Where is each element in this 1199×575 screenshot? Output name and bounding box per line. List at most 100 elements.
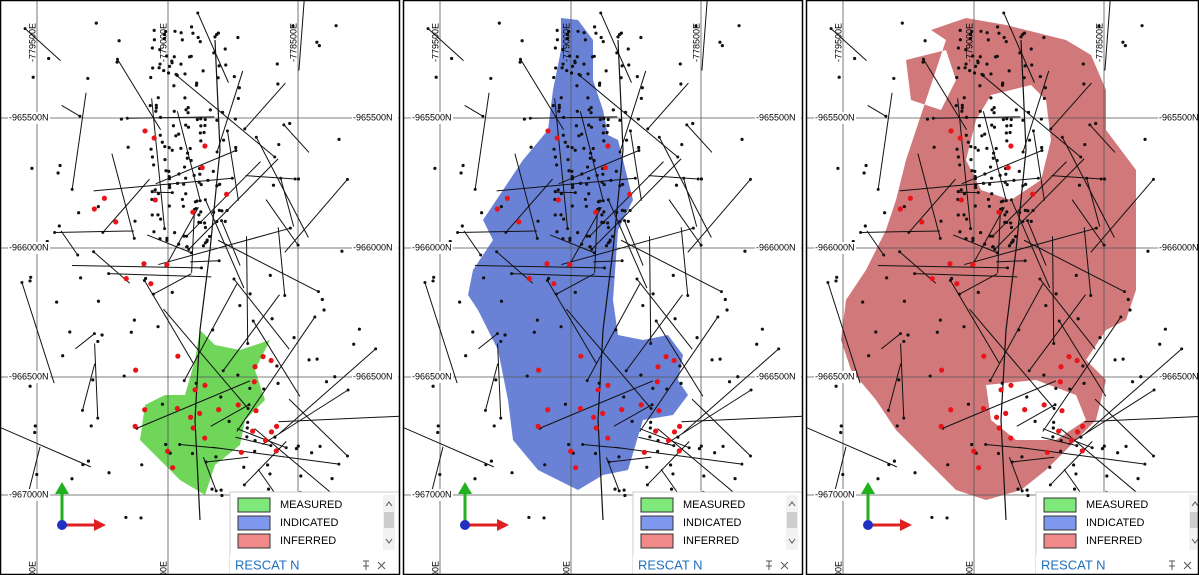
- collar: [489, 76, 493, 81]
- collar: [988, 182, 992, 186]
- collar: [863, 224, 867, 228]
- collar: [157, 66, 161, 70]
- sample-red: [1068, 437, 1075, 444]
- sample: [481, 114, 485, 118]
- collar: [216, 31, 221, 35]
- scroll-up[interactable]: [385, 501, 393, 507]
- pin-button[interactable]: [766, 560, 772, 570]
- collar: [170, 61, 174, 65]
- drill-trace: [1089, 124, 1116, 153]
- sample: [456, 230, 460, 234]
- drill-trace: [298, 0, 305, 71]
- collar: [237, 86, 241, 90]
- pin-button[interactable]: [1169, 560, 1175, 570]
- label-bg: [411, 371, 453, 383]
- collar: [205, 238, 209, 242]
- collar: [976, 148, 980, 152]
- collar: [718, 40, 722, 44]
- collar: [1009, 225, 1014, 230]
- collar: [497, 21, 501, 25]
- sample: [125, 116, 129, 120]
- northing-label: -966500N: [815, 371, 855, 381]
- sample: [499, 416, 503, 420]
- collar: [1025, 395, 1029, 399]
- collar: [576, 29, 580, 33]
- drill-trace: [153, 273, 192, 295]
- sample-red: [1008, 143, 1014, 149]
- drill-trace: [655, 320, 704, 397]
- drill-trace: [830, 28, 867, 62]
- collar: [133, 219, 137, 223]
- collar: [129, 330, 133, 334]
- axis-y-head: [458, 482, 472, 494]
- collar: [571, 185, 575, 190]
- collar: [574, 124, 579, 128]
- collar: [1026, 493, 1030, 498]
- collar: [431, 384, 435, 388]
- collar: [153, 188, 157, 192]
- collar: [179, 31, 183, 35]
- collar: [597, 381, 601, 385]
- drill-trace: [61, 105, 81, 117]
- legend-swatch: [640, 515, 674, 531]
- collar: [925, 117, 930, 121]
- collar: [167, 169, 171, 173]
- sample: [696, 177, 700, 181]
- collar: [972, 71, 977, 75]
- collar: [186, 106, 190, 110]
- sample-red: [1030, 191, 1036, 197]
- sample: [230, 176, 234, 180]
- drill-trace: [246, 236, 249, 344]
- collar: [960, 103, 964, 108]
- close-button[interactable]: [1183, 561, 1192, 570]
- drill-trace: [625, 294, 683, 371]
- collar: [234, 145, 238, 150]
- collar: [33, 424, 37, 428]
- collar: [565, 68, 569, 73]
- collar: [930, 515, 934, 520]
- drill-trace: [624, 220, 644, 266]
- viewport: -965500N -965500N -966000N -966000N -966500N…: [806, 0, 1199, 575]
- collar: [834, 384, 838, 388]
- sample-red: [174, 405, 180, 412]
- collar: [189, 25, 194, 29]
- drill-trace: [1041, 436, 1077, 447]
- pin-button[interactable]: [363, 560, 369, 570]
- close-button[interactable]: [377, 561, 386, 570]
- collar: [602, 117, 606, 121]
- sample: [646, 127, 650, 131]
- collar: [985, 62, 989, 66]
- collar: [1123, 44, 1127, 48]
- drill-trace: [1016, 404, 1056, 427]
- close-button[interactable]: [780, 561, 789, 570]
- scroll-down[interactable]: [788, 538, 796, 544]
- drill-trace: [278, 415, 400, 423]
- sample-red: [250, 428, 256, 434]
- scroll-up[interactable]: [1191, 501, 1199, 507]
- scroll-down[interactable]: [1191, 538, 1199, 544]
- collar: [499, 205, 503, 209]
- collar: [1021, 118, 1025, 122]
- sample-red: [238, 449, 244, 455]
- collar: [126, 145, 130, 149]
- collar: [262, 387, 266, 391]
- collar: [669, 487, 674, 491]
- collar: [149, 147, 153, 151]
- collar: [883, 211, 887, 215]
- drill-trace: [549, 234, 595, 254]
- collar: [1136, 477, 1140, 481]
- sample-red: [1057, 379, 1063, 385]
- scroll-up[interactable]: [788, 501, 796, 507]
- collar: [499, 299, 504, 303]
- drill-trace: [1086, 178, 1101, 227]
- sample-red: [957, 135, 963, 141]
- collar: [172, 109, 176, 113]
- sample-red: [676, 423, 683, 429]
- collar: [867, 354, 871, 358]
- collar: [962, 192, 967, 196]
- sample-red: [252, 364, 258, 370]
- collar: [600, 213, 604, 217]
- sample: [1049, 127, 1053, 131]
- scroll-down[interactable]: [385, 538, 393, 544]
